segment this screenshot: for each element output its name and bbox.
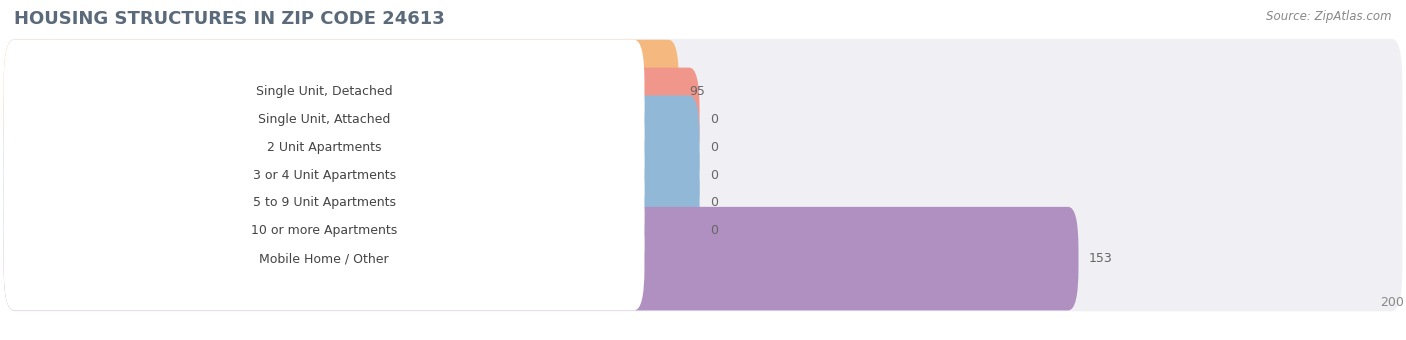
Text: 5 to 9 Unit Apartments: 5 to 9 Unit Apartments [253, 197, 395, 209]
FancyBboxPatch shape [4, 68, 700, 171]
FancyBboxPatch shape [4, 39, 1402, 144]
Text: 10 or more Apartments: 10 or more Apartments [250, 224, 398, 237]
Text: 2 Unit Apartments: 2 Unit Apartments [267, 141, 381, 154]
Text: HOUSING STRUCTURES IN ZIP CODE 24613: HOUSING STRUCTURES IN ZIP CODE 24613 [14, 10, 444, 28]
Text: 95: 95 [689, 85, 704, 98]
FancyBboxPatch shape [4, 206, 1402, 311]
FancyBboxPatch shape [4, 123, 644, 227]
FancyBboxPatch shape [4, 67, 1402, 172]
Text: 0: 0 [710, 197, 718, 209]
Text: 0: 0 [710, 113, 718, 126]
FancyBboxPatch shape [4, 122, 1402, 228]
Text: Source: ZipAtlas.com: Source: ZipAtlas.com [1267, 10, 1392, 23]
Text: 0: 0 [710, 141, 718, 154]
FancyBboxPatch shape [4, 151, 700, 255]
Text: 3 or 4 Unit Apartments: 3 or 4 Unit Apartments [253, 169, 395, 182]
FancyBboxPatch shape [4, 123, 700, 227]
Text: Single Unit, Attached: Single Unit, Attached [257, 113, 391, 126]
FancyBboxPatch shape [4, 179, 644, 283]
FancyBboxPatch shape [4, 179, 700, 283]
FancyBboxPatch shape [4, 96, 700, 199]
FancyBboxPatch shape [4, 68, 644, 171]
FancyBboxPatch shape [4, 151, 644, 255]
FancyBboxPatch shape [4, 178, 1402, 284]
FancyBboxPatch shape [4, 95, 1402, 200]
Text: Mobile Home / Other: Mobile Home / Other [259, 252, 389, 265]
FancyBboxPatch shape [4, 207, 644, 310]
FancyBboxPatch shape [4, 40, 644, 143]
Text: 0: 0 [710, 224, 718, 237]
FancyBboxPatch shape [4, 40, 679, 143]
FancyBboxPatch shape [4, 96, 644, 199]
Text: 153: 153 [1088, 252, 1112, 265]
FancyBboxPatch shape [4, 150, 1402, 256]
Text: Single Unit, Detached: Single Unit, Detached [256, 85, 392, 98]
Text: 0: 0 [710, 169, 718, 182]
FancyBboxPatch shape [4, 207, 1078, 310]
